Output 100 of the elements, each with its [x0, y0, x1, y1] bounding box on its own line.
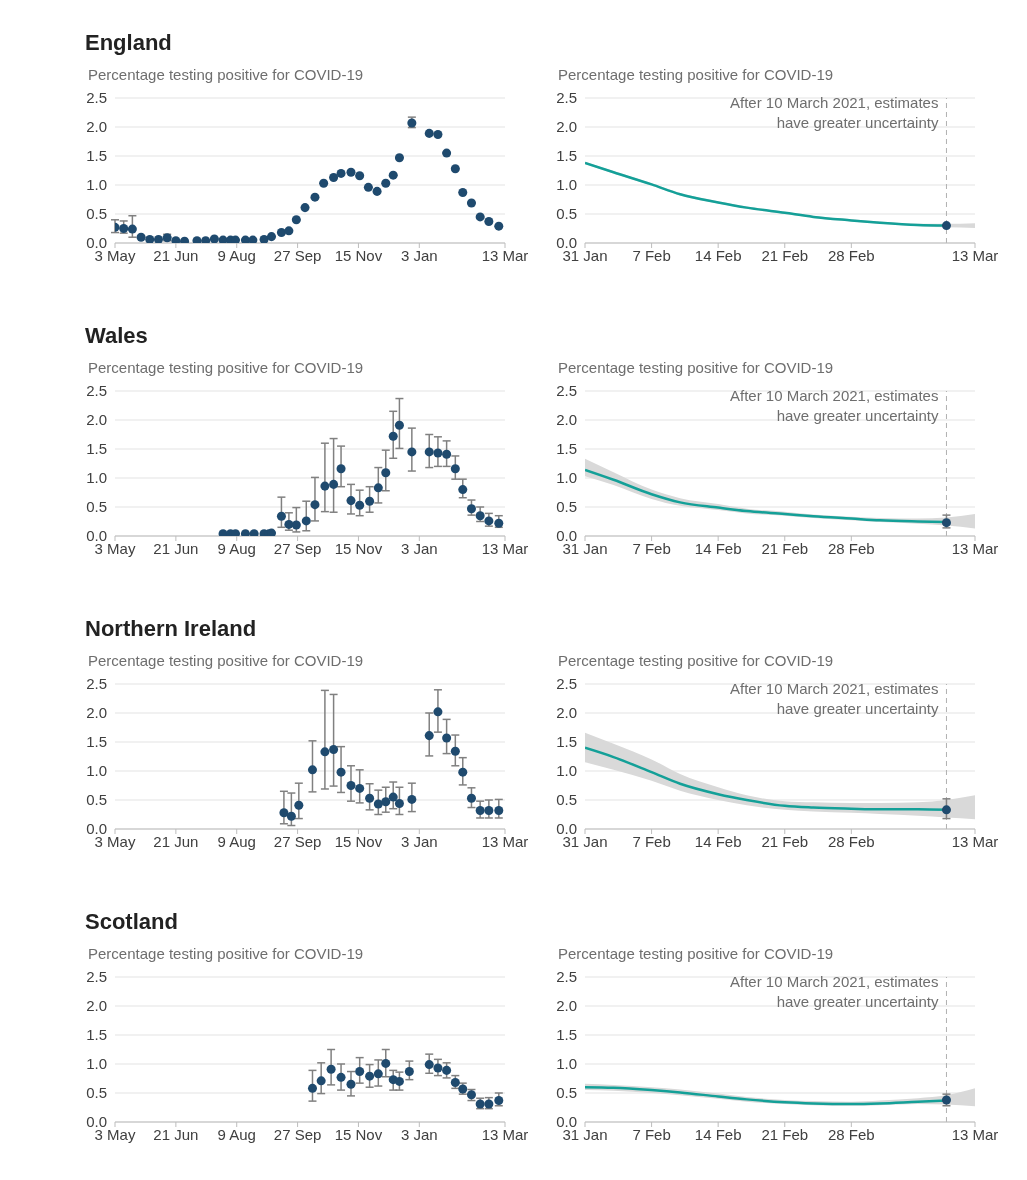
- point: [442, 449, 452, 459]
- chart-title: Wales: [85, 323, 149, 350]
- x-tick-label: 9 Aug: [217, 1125, 256, 1143]
- x-tick-label: 14 Feb: [694, 832, 742, 850]
- y-tick-label: 1.0: [86, 469, 107, 487]
- y-tick-label: 2.5: [556, 675, 577, 693]
- point: [407, 447, 417, 457]
- point: [365, 1071, 375, 1081]
- x-tick-label: 7 Feb: [632, 832, 671, 850]
- y-tick-label: 1.5: [556, 733, 577, 751]
- chart-title: Scotland: [85, 909, 179, 936]
- y-tick-label: 1.0: [86, 1055, 107, 1073]
- x-tick-label: 13 Mar: [481, 539, 529, 557]
- point: [404, 1067, 414, 1077]
- x-tick-label: 15 Nov: [334, 832, 383, 850]
- x-tick-label: 15 Nov: [334, 246, 383, 264]
- point: [450, 164, 460, 174]
- y-axis-title: Percentage testing positive for COVID-19: [87, 945, 365, 964]
- chart-title: Northern Ireland: [85, 616, 258, 643]
- point: [136, 232, 146, 242]
- x-tick-label: 21 Jun: [153, 1125, 199, 1143]
- y-tick-label: 1.5: [86, 733, 107, 751]
- point: [424, 731, 434, 741]
- point: [424, 1060, 434, 1070]
- point: [442, 733, 452, 743]
- y-tick-label: 2.0: [556, 411, 577, 429]
- y-tick-label: 2.0: [86, 411, 107, 429]
- y-tick-label: 1.0: [556, 469, 577, 487]
- point: [307, 765, 317, 775]
- x-tick-label: 21 Jun: [153, 539, 199, 557]
- y-tick-label: 1.5: [556, 1026, 577, 1044]
- x-tick-label: 13 Mar: [481, 832, 529, 850]
- point: [363, 182, 373, 192]
- point: [301, 516, 311, 526]
- point: [388, 170, 398, 180]
- x-tick-label: 13 Mar: [481, 1125, 529, 1143]
- x-tick-label: 28 Feb: [827, 246, 875, 264]
- point: [284, 226, 294, 236]
- x-tick-label: 13 Mar: [951, 832, 999, 850]
- y-tick-label: 2.5: [556, 968, 577, 986]
- point: [329, 745, 339, 755]
- y-tick-label: 1.0: [556, 762, 577, 780]
- point: [346, 167, 356, 177]
- point: [388, 792, 398, 802]
- point: [433, 707, 443, 717]
- point: [433, 1063, 443, 1073]
- point: [458, 188, 468, 198]
- point: [355, 783, 365, 793]
- point: [442, 148, 452, 158]
- point: [494, 221, 504, 231]
- y-tick-label: 2.5: [556, 382, 577, 400]
- point: [326, 1064, 336, 1074]
- point: [127, 224, 137, 234]
- x-tick-label: 3 Jan: [400, 246, 438, 264]
- y-tick-label: 0.5: [556, 1084, 577, 1102]
- x-tick-label: 21 Jun: [153, 832, 199, 850]
- x-tick-label: 9 Aug: [217, 246, 256, 264]
- point: [310, 500, 320, 510]
- point: [373, 483, 383, 493]
- point: [381, 468, 391, 478]
- y-tick-label: 2.5: [556, 89, 577, 107]
- point: [286, 811, 296, 821]
- point: [180, 236, 190, 243]
- point: [279, 808, 289, 818]
- y-tick-label: 2.5: [86, 968, 107, 986]
- point: [336, 1072, 346, 1082]
- y-tick-label: 1.0: [86, 176, 107, 194]
- y-tick-label: 0.0: [556, 527, 577, 545]
- point: [291, 215, 301, 225]
- y-tick-label: 1.0: [556, 176, 577, 194]
- y-tick-label: 1.5: [556, 440, 577, 458]
- y-axis-title: Percentage testing positive for COVID-19: [557, 66, 835, 85]
- point: [466, 504, 476, 514]
- point: [394, 798, 404, 808]
- point: [388, 431, 398, 441]
- x-tick-label: 13 Mar: [951, 1125, 999, 1143]
- y-axis-title: Percentage testing positive for COVID-19: [557, 359, 835, 378]
- point: [475, 212, 485, 222]
- x-tick-label: 14 Feb: [694, 1125, 742, 1143]
- point: [355, 500, 365, 510]
- x-tick-label: 15 Nov: [334, 539, 383, 557]
- point: [346, 1079, 356, 1089]
- y-tick-label: 0.0: [86, 527, 107, 545]
- y-tick-label: 0.0: [86, 820, 107, 838]
- point: [466, 793, 476, 803]
- x-tick-label: 28 Feb: [827, 832, 875, 850]
- x-tick-label: 27 Sep: [273, 832, 322, 850]
- point: [346, 496, 356, 506]
- x-tick-label: 13 Mar: [951, 539, 999, 557]
- point: [336, 464, 346, 474]
- point: [310, 192, 320, 202]
- y-axis-title: Percentage testing positive for COVID-19: [557, 652, 835, 671]
- y-axis-title: Percentage testing positive for COVID-19: [87, 359, 365, 378]
- x-tick-label: 14 Feb: [694, 539, 742, 557]
- point: [424, 128, 434, 138]
- y-tick-label: 2.0: [556, 997, 577, 1015]
- point: [407, 794, 417, 804]
- x-tick-label: 21 Jun: [153, 246, 199, 264]
- point: [381, 797, 391, 807]
- point: [307, 1083, 317, 1093]
